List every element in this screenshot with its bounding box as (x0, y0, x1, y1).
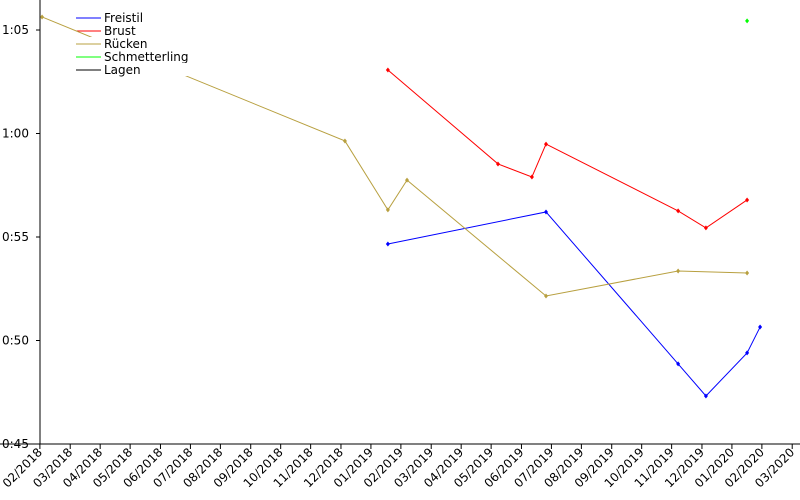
data-point (385, 207, 390, 213)
legend-bg (74, 11, 198, 24)
data-point (745, 350, 750, 356)
legend-bg (74, 24, 198, 37)
legend-bg (74, 37, 198, 50)
y-tick-label: 1:00 (2, 127, 29, 141)
data-point (544, 293, 549, 299)
data-point (544, 209, 549, 215)
legend-bg (74, 63, 198, 76)
data-point (385, 67, 390, 73)
y-tick-label: 0:55 (2, 230, 29, 244)
data-point (40, 14, 45, 20)
legend-label: Rücken (104, 37, 148, 51)
y-tick-label: 0:50 (2, 334, 29, 348)
legend-label: Freistil (104, 11, 143, 25)
data-point (758, 324, 763, 330)
data-point (676, 208, 681, 214)
data-point (745, 270, 750, 276)
y-tick-label: 1:05 (2, 23, 29, 37)
data-point (544, 141, 549, 147)
data-point (676, 268, 681, 274)
data-point (529, 174, 534, 180)
data-point (342, 138, 347, 144)
series-line (387, 211, 761, 397)
y-tick-label: 0:45 (2, 437, 29, 451)
data-point (495, 161, 500, 167)
legend-label: Schmetterling (104, 50, 189, 64)
legend-bg (74, 50, 198, 63)
data-point (745, 197, 750, 203)
data-point (676, 361, 681, 367)
data-point (385, 241, 390, 247)
series-line (387, 69, 748, 229)
data-point (745, 18, 750, 24)
data-point (405, 177, 410, 183)
data-point (703, 225, 708, 231)
legend-label: Brust (104, 24, 136, 38)
data-point (703, 393, 708, 399)
legend-label: Lagen (104, 63, 141, 77)
